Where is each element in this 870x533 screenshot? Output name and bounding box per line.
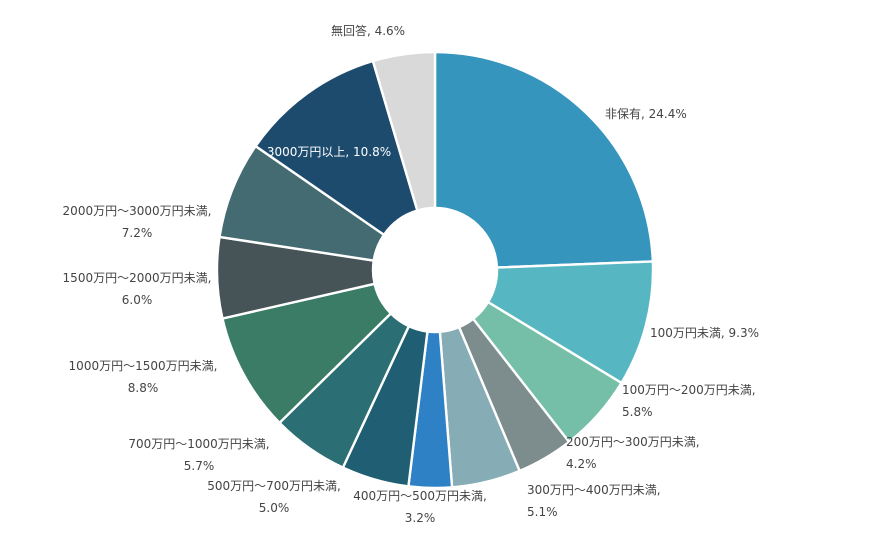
slice-label-6: 500万円～700万円未満, 5.0%: [207, 479, 341, 515]
slice-label-value-4: 5.1%: [527, 505, 558, 519]
slice-label-category-3: 200万円～300万円未満,: [566, 435, 700, 449]
slice-label-value-3: 4.2%: [566, 457, 597, 471]
slice-label-value-6: 5.0%: [259, 501, 290, 515]
slice-label-12: 無回答, 4.6%: [331, 23, 405, 38]
slice-label-value-8: 8.8%: [128, 381, 159, 395]
slice-label-9: 1500万円～2000万円未満, 6.0%: [63, 271, 212, 307]
slice-label-value-10: 7.2%: [122, 226, 153, 240]
slice-label-4: 300万円～400万円未満, 5.1%: [527, 483, 661, 519]
slice-label-category-8: 1000万円～1500万円未満,: [69, 359, 218, 373]
slice-label-value-7: 5.7%: [184, 459, 215, 473]
labels-group: 非保有, 24.4% 100万円未満, 9.3% 100万円～200万円未満, 5.8…: [63, 23, 759, 525]
slice-label-category-7: 700万円～1000万円未満,: [128, 437, 269, 451]
slice-label-1: 100万円未満, 9.3%: [650, 326, 759, 340]
slice-label-category-2: 100万円～200万円未満,: [622, 383, 756, 397]
slice-label-category-9: 1500万円～2000万円未満,: [63, 271, 212, 285]
slice-label-category-5: 400万円～500万円未満,: [353, 489, 487, 503]
slice-label-5: 400万円～500万円未満, 3.2%: [353, 489, 487, 525]
donut-hole: [373, 208, 497, 332]
slice-label-category-4: 300万円～400万円未満,: [527, 483, 661, 497]
slice-label-category-10: 2000万円～3000万円未満,: [63, 204, 212, 218]
slice-label-10: 2000万円～3000万円未満, 7.2%: [63, 204, 212, 240]
slice-label-3: 200万円～300万円未満, 4.2%: [566, 435, 700, 471]
slice-label-value-9: 6.0%: [122, 293, 153, 307]
slices-group: [215, 50, 655, 490]
slice-label-value-2: 5.8%: [622, 405, 653, 419]
slice-label-11: 3000万円以上, 10.8%: [267, 145, 391, 159]
slice-label-2: 100万円～200万円未満, 5.8%: [622, 383, 756, 419]
slice-label-value-5: 3.2%: [405, 511, 436, 525]
slice-label-0: 非保有, 24.4%: [605, 107, 687, 121]
slice-label-category-6: 500万円～700万円未満,: [207, 479, 341, 493]
slice-label-7: 700万円～1000万円未満, 5.7%: [128, 437, 269, 473]
slice-label-8: 1000万円～1500万円未満, 8.8%: [69, 359, 218, 395]
